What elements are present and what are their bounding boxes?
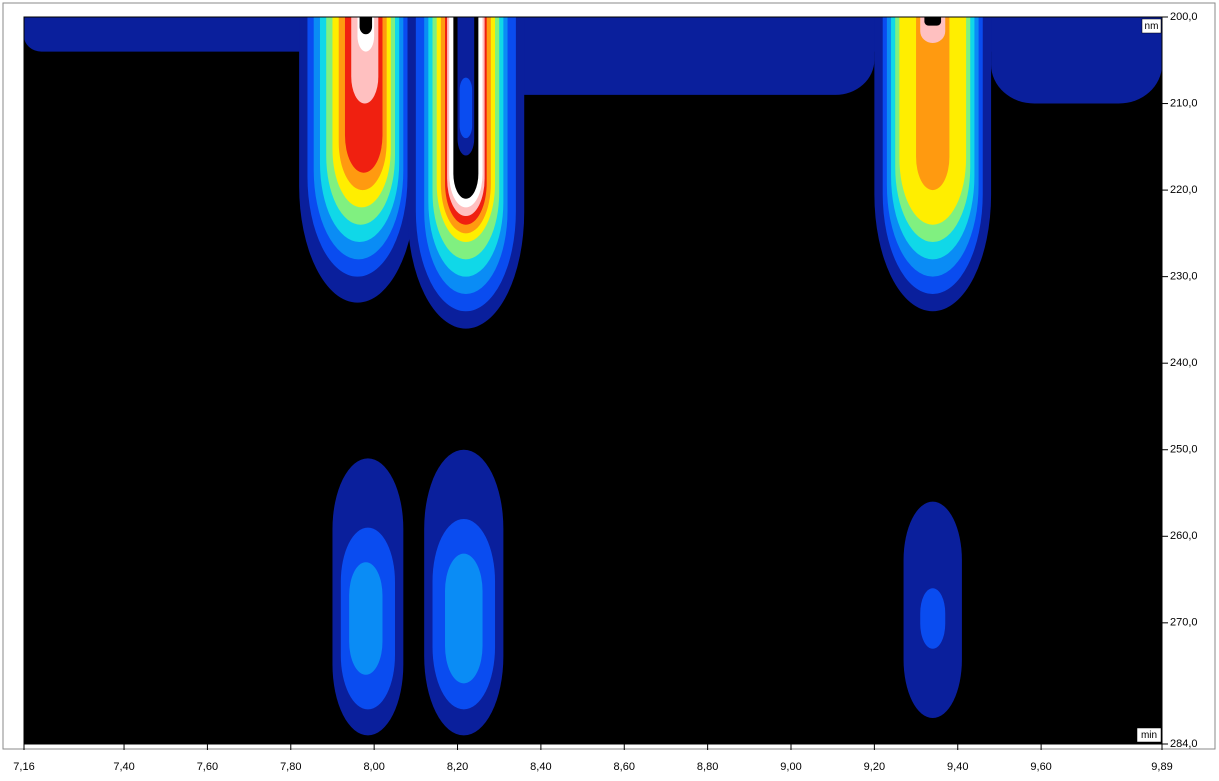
contour-region [445, 553, 483, 684]
x-tick-label: 7,80 [280, 761, 301, 773]
x-tick-label: 8,00 [363, 761, 384, 773]
y-tick-label: 250,0 [1170, 444, 1198, 456]
y-tick-label: 200,0 [1170, 11, 1198, 23]
x-tick-label: 8,20 [447, 761, 468, 773]
unit-box [1141, 18, 1162, 34]
y-tick-label: 230,0 [1170, 271, 1198, 283]
x-tick-label: 9,89 [1151, 761, 1172, 773]
y-tick-label: 220,0 [1170, 184, 1198, 196]
x-tick-label: 8,60 [614, 761, 635, 773]
x-tick-label: 9,20 [864, 761, 885, 773]
y-tick-label: 284,0 [1170, 738, 1198, 750]
contour-region [349, 562, 383, 675]
plot-area [24, 17, 1162, 744]
contour-region [916, 17, 950, 191]
contour-layer [24, 17, 1162, 736]
x-tick-label: 9,00 [780, 761, 801, 773]
x-tick-label: 9,60 [1030, 761, 1051, 773]
x-tick-label: 7,16 [13, 761, 34, 773]
contour-region [920, 588, 946, 649]
contour-region [459, 77, 473, 139]
x-tick-label: 8,40 [530, 761, 551, 773]
y-unit-box: nm [1141, 18, 1162, 34]
axes: 7,16 7,40 7,60 7,80 8,00 8,20 8,40 8,60 8,80 9,00… [13, 11, 1197, 773]
y-unit: nm [1145, 21, 1159, 32]
contour-region [359, 17, 373, 35]
x-tick-label: 7,60 [197, 761, 218, 773]
x-unit-box: min [1136, 727, 1162, 743]
plot-border [23, 16, 1163, 745]
y-tick-label: 210,0 [1170, 97, 1198, 109]
x-tick-label: 7,40 [113, 761, 134, 773]
contour-region [924, 17, 942, 26]
y-tick-label: 260,0 [1170, 530, 1198, 542]
contour-region [991, 17, 1162, 104]
y-tick-label: 270,0 [1170, 617, 1198, 629]
x-unit: min [1141, 730, 1157, 741]
x-tick-label: 8,80 [697, 761, 718, 773]
y-tick-label: 240,0 [1170, 357, 1198, 369]
x-tick-label: 9,40 [947, 761, 968, 773]
unit-box [1136, 727, 1162, 743]
